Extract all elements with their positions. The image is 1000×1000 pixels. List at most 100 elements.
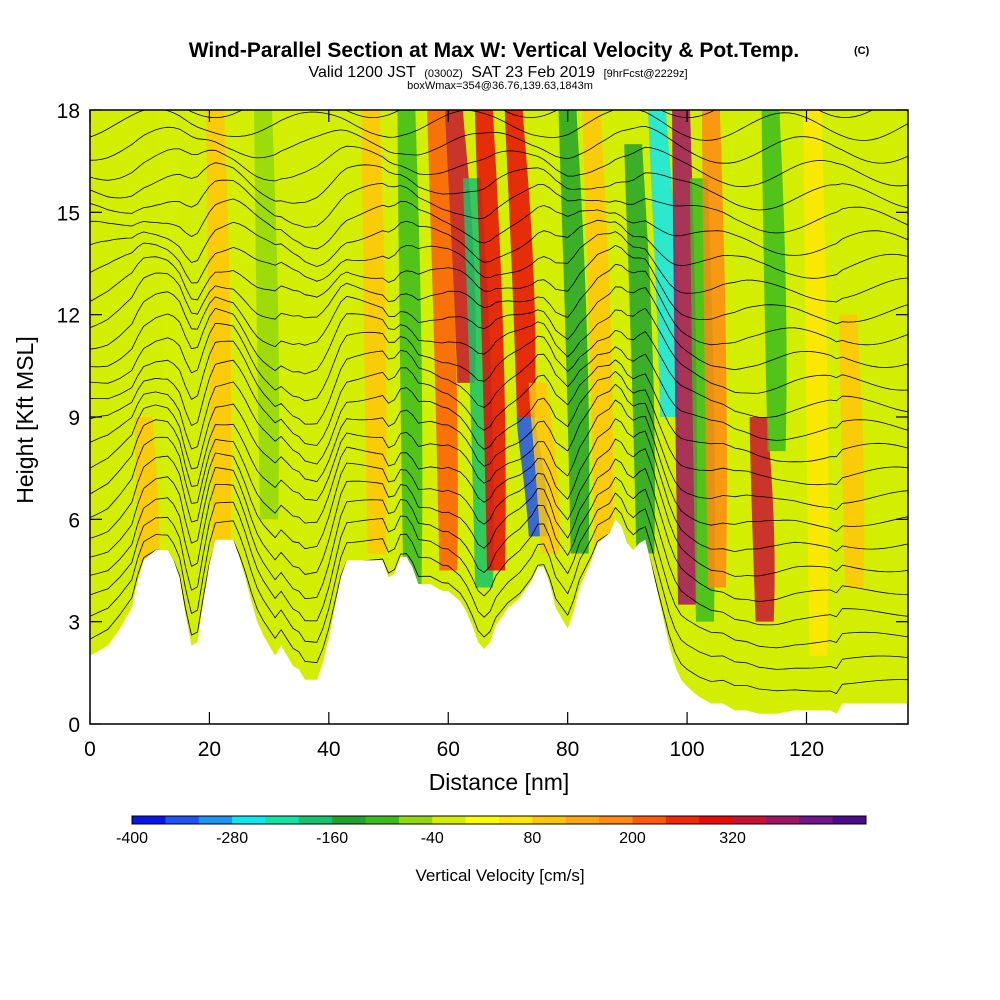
colorbar-swatch [832,816,867,824]
theta-contour [90,359,908,463]
chart-title: Wind-Parallel Section at Max W: Vertical… [189,39,800,62]
colorbar-swatch [765,816,800,824]
y-tick-label: 12 [57,305,80,328]
theta-contour [90,340,908,441]
velocity-feature [648,110,679,417]
velocity-feature [803,110,829,656]
velocity-feature [361,110,387,554]
colorbar-swatch [432,816,467,824]
colorbar-frame [131,815,867,825]
axis-ticks: 0 20 40 60 80 100 120 0 3 6 9 12 15 18 [57,100,908,761]
colorbar-swatch [465,816,500,824]
velocity-feature [701,110,727,588]
y-tick-label: 15 [57,202,80,225]
subtitle-utc: (0300Z) [424,68,463,80]
theta-contour [90,506,908,670]
colorbar-swatch [699,816,734,824]
theta-contour [90,418,908,553]
colorbar-swatch [532,816,567,824]
velocity-feature [839,314,865,588]
subtitle-forecast: [9hrFcst@2229z] [604,68,688,80]
colorbar-tick-label: 200 [619,830,646,847]
theta-contour [90,476,908,626]
colorbar-swatch [499,816,533,824]
chart-subtitle: Valid 1200 JST (0300Z) SAT 23 Feb 2019 [… [308,64,687,81]
potential-temperature-contours [90,110,908,695]
velocity-feature [749,417,775,622]
x-tick-label: 120 [789,738,824,761]
velocity-feature [528,382,560,554]
colorbar-swatch [799,816,834,824]
theta-contour [90,286,908,371]
theta-contour [90,307,908,394]
y-tick-label: 6 [68,509,80,532]
theta-contour [187,110,874,119]
velocity-feature [761,110,787,452]
theta-contour [90,263,908,346]
axis-labels: Distance [nm] Height [Kft MSL] [12,336,569,795]
theta-contour [90,125,908,164]
theta-contour [90,322,908,418]
plot-area: 0 20 40 60 80 100 120 0 3 6 9 12 15 18 [57,100,909,761]
theta-contour [90,244,908,325]
y-axis-label: Height [Kft MSL] [12,336,38,503]
theta-contour [90,179,908,234]
theta-contour [90,438,908,577]
terrain-mask [90,519,908,724]
theta-contour [90,399,908,532]
colorbar-swatch [365,816,400,824]
colorbar-tick-label: -40 [421,830,444,847]
colorbar-swatch [332,816,367,824]
x-tick-label: 20 [198,738,221,761]
theta-contour [90,110,908,141]
subtitle-box: boxWmax=354@36.76,139.63,1843m [407,80,593,92]
colorbar-swatch [165,816,200,824]
colorbar-swatch [732,816,767,824]
subtitle-valid: Valid 1200 JST [308,64,416,81]
colorbar-swatch [232,816,266,824]
x-tick-label: 100 [670,738,705,761]
theta-contour [90,383,908,511]
velocity-field [134,110,865,656]
colorbar: -400 -280 -160 -40 80 200 320 [116,815,867,847]
x-axis-label: Distance [nm] [429,769,570,795]
colorbar-swatch [398,816,433,824]
x-tick-label: 60 [437,738,460,761]
velocity-feature [254,110,280,520]
x-tick-label: 80 [556,738,579,761]
velocity-feature [475,110,506,571]
velocity-feature [397,110,423,588]
colorbar-swatch [599,816,633,824]
theta-contour [90,458,908,602]
copyright-mark: (C) [854,45,870,57]
x-tick-label: 0 [84,738,96,761]
velocity-feature [206,110,232,554]
colorbar-label: Vertical Velocity [cm/s] [415,866,584,885]
velocity-feature [624,144,655,554]
colorbar-swatch [298,816,333,824]
theta-contour [90,198,908,256]
x-tick-label: 40 [317,738,340,761]
colorbar-swatch [132,816,166,824]
colorbar-tick-label: -280 [216,830,248,847]
y-tick-label: 9 [68,407,80,430]
subtitle-date: SAT 23 Feb 2019 [471,64,595,81]
y-tick-label: 18 [57,100,80,123]
theta-contour [90,219,908,279]
y-tick-label: 3 [68,612,80,635]
colorbar-tick-label: 320 [719,830,746,847]
colorbar-swatch [198,816,233,824]
colorbar-swatch [665,816,700,824]
velocity-feature [158,110,184,520]
velocity-feature [504,110,536,417]
theta-contour [90,492,908,649]
colorbar-swatch [565,816,600,824]
chart-header: Wind-Parallel Section at Max W: Vertical… [189,39,870,92]
colorbar-swatch [632,816,667,824]
velocity-feature [582,110,614,554]
theta-contour [90,231,908,303]
colorbar-swatch [265,816,300,824]
theta-contour [90,370,908,486]
theta-contour [90,162,908,211]
